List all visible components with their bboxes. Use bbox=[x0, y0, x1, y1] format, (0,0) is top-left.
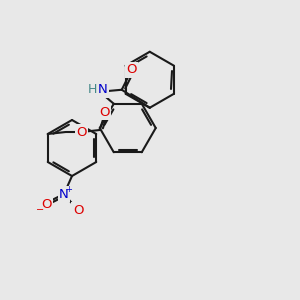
Text: N: N bbox=[98, 83, 108, 96]
Text: O: O bbox=[76, 125, 87, 139]
Text: O: O bbox=[127, 63, 137, 76]
Text: −: − bbox=[36, 205, 44, 215]
Text: H: H bbox=[88, 83, 98, 96]
Text: +: + bbox=[66, 184, 72, 194]
Text: N: N bbox=[59, 188, 69, 200]
Text: O: O bbox=[73, 203, 83, 217]
Text: O: O bbox=[100, 106, 110, 118]
Text: O: O bbox=[41, 197, 51, 211]
